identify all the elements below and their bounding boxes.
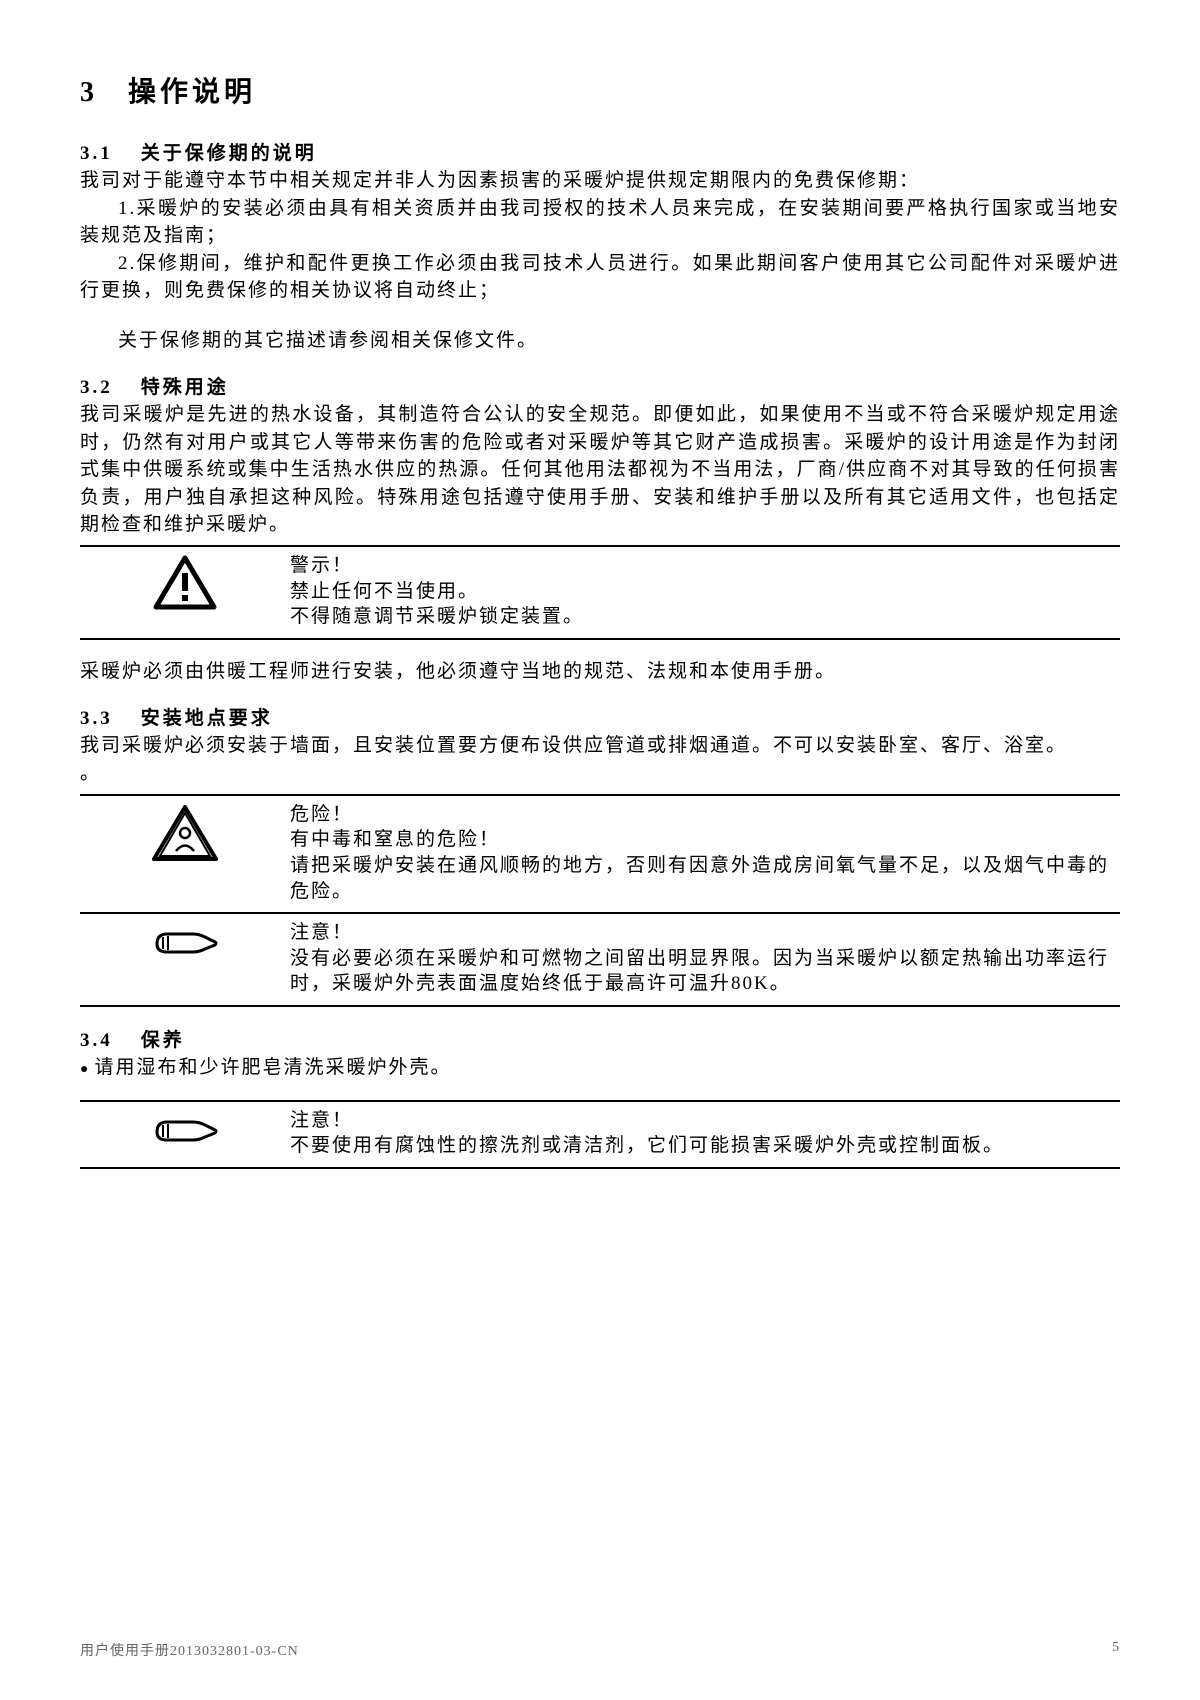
callout-note-3-4-body: 注意！ 不要使用有腐蚀性的擦洗剂或清洁剂，它们可能损害采暖炉外壳或控制面板。 (290, 1108, 1120, 1159)
callout-note-3-4: 注意！ 不要使用有腐蚀性的擦洗剂或清洁剂，它们可能损害采暖炉外壳或控制面板。 (80, 1100, 1120, 1169)
hand-pointer-icon (80, 920, 290, 962)
section-num: 3.3 (80, 708, 113, 729)
chapter-title: 3 操作说明 (80, 70, 1120, 110)
para-3-3-body: 我司采暖炉必须安装于墙面，且安装位置要方便布设供应管道或排烟通道。不可以安装卧室… (80, 732, 1120, 760)
footer-left: 用户使用手册2013032801-03-CN (80, 1640, 299, 1660)
para-3-1-intro: 我司对于能遵守本节中相关规定并非人为因素损害的采暖炉提供规定期限内的免费保修期： (80, 167, 1120, 195)
callout-danger: 危险！ 有中毒和窒息的危险！ 请把采暖炉安装在通风顺畅的地方，否则有因意外造成房… (80, 794, 1120, 915)
callout-warning-body: 警示！ 禁止任何不当使用。 不得随意调节采暖炉锁定装置。 (290, 553, 1120, 630)
callout-warning-line1: 禁止任何不当使用。 (290, 579, 1120, 605)
callout-note-head: 注意！ (290, 920, 1120, 946)
callout-danger-body: 危险！ 有中毒和窒息的危险！ 请把采暖炉安装在通风顺畅的地方，否则有因意外造成房… (290, 802, 1120, 905)
page-footer: 用户使用手册2013032801-03-CN 5 (80, 1640, 1120, 1660)
section-heading-3-2: 3.2 特殊用途 (80, 372, 1120, 399)
callout-note-line1: 没有必要必须在采暖炉和可燃物之间留出明显界限。因为当采暖炉以额定热输出功率运行时… (290, 946, 1120, 997)
section-title: 安装地点要求 (141, 708, 273, 729)
chapter-number: 3 (80, 77, 98, 108)
section-num: 3.2 (80, 377, 113, 398)
hand-pointer-icon (80, 1108, 290, 1150)
para-3-2-body: 我司采暖炉是先进的热水设备，其制造符合公认的安全规范。即便如此，如果使用不当或不… (80, 401, 1120, 539)
section-title: 关于保修期的说明 (141, 143, 317, 164)
section-heading-3-3: 3.3 安装地点要求 (80, 703, 1120, 730)
section-heading-3-4: 3.4 保养 (80, 1025, 1120, 1052)
callout-warning-head: 警示！ (290, 553, 1120, 579)
stray-period: 。 (80, 760, 1120, 788)
callout-danger-line1: 有中毒和窒息的危险！ (290, 827, 1120, 853)
callout-warning-line2: 不得随意调节采暖炉锁定装置。 (290, 604, 1120, 630)
bullet-text: 请用湿布和少许肥皂清洗采暖炉外壳。 (94, 1057, 451, 1078)
callout-note-3-3-body: 注意！ 没有必要必须在采暖炉和可燃物之间留出明显界限。因为当采暖炉以额定热输出功… (290, 920, 1120, 997)
callout-note-head: 注意！ (290, 1108, 1120, 1134)
section-heading-3-1: 3.1 关于保修期的说明 (80, 138, 1120, 165)
section-title: 特殊用途 (141, 377, 229, 398)
chapter-title-text: 操作说明 (128, 77, 256, 108)
para-3-1-item1: 1.采暖炉的安装必须由具有相关资质并由我司授权的技术人员来完成，在安装期间要严格… (80, 195, 1120, 250)
callout-note-3-3: 注意！ 没有必要必须在采暖炉和可燃物之间留出明显界限。因为当采暖炉以额定热输出功… (80, 914, 1120, 1007)
section-num: 3.4 (80, 1030, 113, 1051)
para-3-2-closing: 采暖炉必须由供暖工程师进行安装，他必须遵守当地的规范、法规和本使用手册。 (80, 658, 1120, 686)
warning-triangle-icon (80, 553, 290, 611)
callout-warning: 警示！ 禁止任何不当使用。 不得随意调节采暖炉锁定装置。 (80, 545, 1120, 640)
callout-danger-head: 危险！ (290, 802, 1120, 828)
danger-person-icon (80, 802, 290, 864)
callout-danger-line2: 请把采暖炉安装在通风顺畅的地方，否则有因意外造成房间氧气量不足，以及烟气中毒的危… (290, 853, 1120, 904)
section-title: 保养 (141, 1030, 185, 1051)
para-3-1-closing: 关于保修期的其它描述请参阅相关保修文件。 (80, 327, 1120, 355)
section-num: 3.1 (80, 143, 113, 164)
para-3-4-bullet: 请用湿布和少许肥皂清洗采暖炉外壳。 (80, 1054, 1120, 1082)
callout-note-line1: 不要使用有腐蚀性的擦洗剂或清洁剂，它们可能损害采暖炉外壳或控制面板。 (290, 1133, 1120, 1159)
footer-page-number: 5 (1112, 1640, 1120, 1660)
para-3-1-item2: 2.保修期间，维护和配件更换工作必须由我司技术人员进行。如果此期间客户使用其它公… (80, 250, 1120, 305)
